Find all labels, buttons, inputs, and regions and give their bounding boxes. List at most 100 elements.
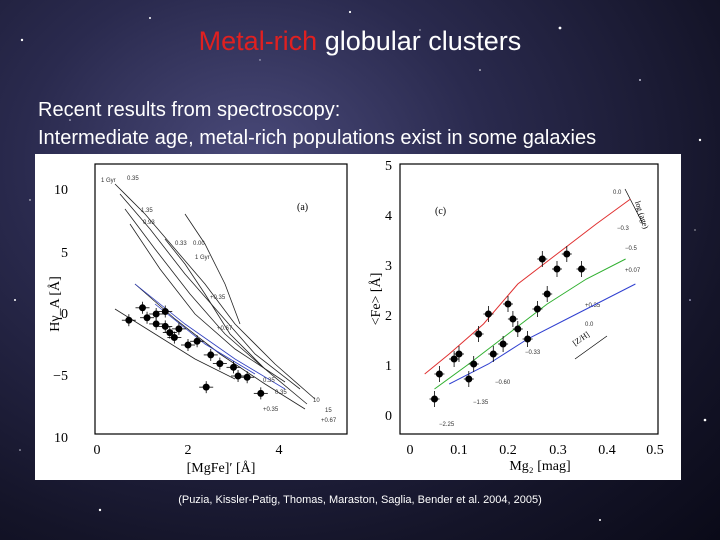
panel-c-track-red <box>424 198 631 375</box>
panel-c-ytick: 5 <box>385 159 392 174</box>
panel-a-ytick: 10 <box>54 183 68 198</box>
panel-a-cluster-point <box>162 326 177 339</box>
panel-c-track-label: −0.33 <box>525 350 541 356</box>
panel-c-cluster-point <box>483 306 494 322</box>
panel-c-cluster-point <box>473 326 484 342</box>
panel-a-cluster-point <box>167 331 182 344</box>
panel-c-cluster-point <box>449 351 460 367</box>
panel-a-cluster-point <box>171 322 186 335</box>
panel-a-cluster-point <box>181 339 195 351</box>
panel-a-model-grid <box>114 183 316 410</box>
figure-panels: (a) (c) 10 5 0 −5 10 0 2 4 [MgFe]′ [Å] H… <box>35 154 681 480</box>
panel-c-xtick: 0.4 <box>598 443 616 458</box>
subtitle-line-1: Recent results from spectroscopy: <box>38 99 341 121</box>
subtitle-line-2: Intermediate age, metal-rich populations… <box>38 127 597 149</box>
panel-c-ytick: 0 <box>385 409 392 424</box>
panel-c-cluster-point <box>434 366 445 382</box>
panel-a-annotation: +0.35 <box>210 295 226 301</box>
panel-a-annotation: 0.93 <box>143 220 155 226</box>
panel-a-annotation: 15 <box>325 408 332 414</box>
panel-a-ylabel: Hγ_A [Å] <box>47 276 63 332</box>
panel-c-xtick: 0.2 <box>499 443 517 458</box>
panel-a-xtick: 2 <box>185 443 192 458</box>
panel-a-cluster-point <box>231 370 246 382</box>
title-rest: globular clusters <box>317 26 522 56</box>
panel-c-cluster-point <box>537 251 548 267</box>
panel-c-ylabel: <Fe> [Å] <box>368 273 384 326</box>
panel-a-blue-grid <box>134 283 286 390</box>
panel-c-ytick: 1 <box>385 359 392 374</box>
panel-c-age-arrow-label: log (age) <box>633 200 651 230</box>
panel-c-zh-arrow <box>574 335 608 360</box>
figure-svg: (a) (c) 10 5 0 −5 10 0 2 4 [MgFe]′ [Å] H… <box>47 159 664 476</box>
panel-c-age-arrow <box>624 188 644 225</box>
panel-a-cluster-point <box>190 335 205 348</box>
panel-c-track-green <box>434 258 626 390</box>
panel-a-cluster-point <box>226 361 241 374</box>
panel-a-data-points <box>121 301 268 400</box>
panel-a-cluster-point <box>158 320 173 333</box>
panel-c-cluster-point <box>463 371 474 387</box>
panel-a-annotation: 10 <box>313 398 320 404</box>
panel-c-track-label: 0.0 <box>585 322 594 328</box>
panel-a-cluster-point <box>212 357 227 370</box>
panel-c-xtick: 0.5 <box>646 443 664 458</box>
panel-a-label: (a) <box>297 202 308 213</box>
panel-c-cluster-point <box>507 311 518 327</box>
panel-c-ytick: 4 <box>385 209 392 224</box>
panel-c-label: (c) <box>435 206 446 217</box>
panel-c-cluster-point <box>561 246 572 262</box>
panel-c-cluster-point <box>468 356 479 372</box>
panel-a-annotation: 0.33 <box>175 241 187 247</box>
panel-c-cluster-point <box>532 301 543 317</box>
panel-c-frame <box>399 163 659 435</box>
panel-a-cluster-point <box>121 314 136 327</box>
panel-a-xtick: 4 <box>276 443 283 458</box>
panel-c-cluster-point <box>576 261 587 277</box>
panel-a-cluster-point <box>240 371 255 384</box>
citation: (Puzia, Kissler-Patig, Thomas, Maraston,… <box>178 494 542 506</box>
panel-c-track-label: 0.0 <box>613 190 622 196</box>
panel-a-annotation: 0.00 <box>193 241 205 247</box>
panel-c-data-points <box>429 246 587 407</box>
panel-a-frame <box>94 163 348 435</box>
panel-a-xlabel: [MgFe]′ [Å] <box>187 460 256 476</box>
panel-a-annotation: 1 Gyr <box>101 178 116 184</box>
slide-subtitle: Recent results from spectroscopy: Interm… <box>38 96 596 152</box>
panel-c-cluster-point <box>522 331 533 347</box>
panel-a-ytick: 5 <box>61 246 68 261</box>
panel-c-track-label: −0.60 <box>495 380 511 386</box>
panel-a-cluster-point <box>158 305 173 318</box>
panel-c-track-blue <box>448 283 636 385</box>
panel-a-annotation: 1.35 <box>141 208 153 214</box>
panel-c-cluster-point <box>498 336 509 352</box>
panel-a-xtick: 0 <box>94 443 101 458</box>
panel-a-annotation: +0.35 <box>263 407 279 413</box>
panel-c-xtick: 0.1 <box>450 443 468 458</box>
panel-c-track-label: −0.3 <box>617 226 630 232</box>
panel-a-cluster-point <box>203 348 218 361</box>
panel-a-annotation: 0.35 <box>127 176 139 182</box>
panel-c-track-label: −1.35 <box>473 400 489 406</box>
panel-c-ytick: 3 <box>385 259 392 274</box>
panel-a-ytick: 0 <box>61 307 68 322</box>
panel-a-cluster-point <box>140 311 155 324</box>
panel-c-cluster-point <box>429 391 440 407</box>
panel-a-ytick: −5 <box>53 369 68 384</box>
panel-a-cluster-point <box>135 301 150 314</box>
panel-c-xtick: 0.3 <box>549 443 567 458</box>
panel-a-ytick: 10 <box>54 431 68 446</box>
panel-c-cluster-point <box>488 346 499 362</box>
slide-title: Metal-rich globular clusters <box>0 26 720 57</box>
panel-a-annotation: +0.67 <box>217 326 233 332</box>
panel-c-track-label: −0.5 <box>625 246 638 252</box>
panel-a-cluster-point <box>149 317 164 330</box>
panel-a-annotation: 1 Gyr <box>195 255 210 261</box>
panel-c-cluster-point <box>503 296 513 312</box>
panel-c-ytick: 2 <box>385 309 392 324</box>
panel-c-model-tracks <box>424 198 636 390</box>
panel-c-cluster-point <box>552 261 562 277</box>
panel-a-annotation: +0.67 <box>321 418 337 424</box>
panel-a-annotation: 0.35 <box>263 378 275 384</box>
